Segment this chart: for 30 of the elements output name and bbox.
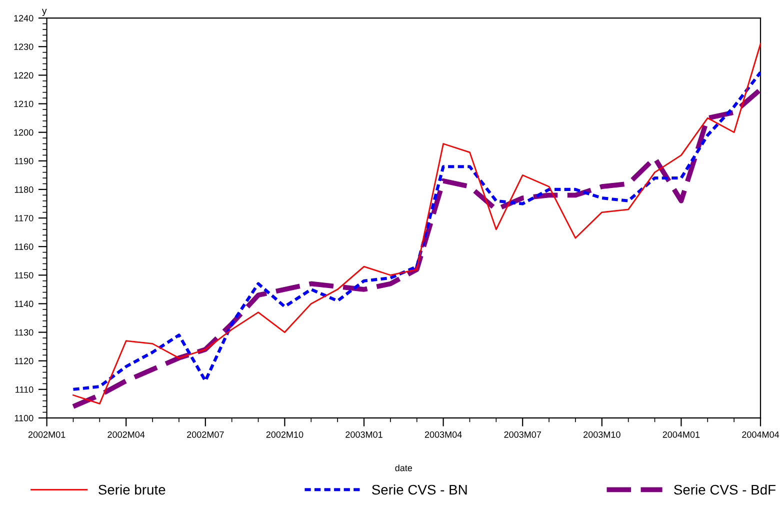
y-tick-label: 1170 bbox=[14, 214, 34, 222]
y-tick-label: 1190 bbox=[14, 158, 34, 164]
y-tick-label: 1220 bbox=[14, 72, 34, 79]
x-tick-label: 2003M10 bbox=[584, 431, 620, 438]
y-tick-label: 1100 bbox=[14, 414, 34, 422]
x-tick-label: 2002M10 bbox=[266, 431, 304, 438]
y-tick-label: 1230 bbox=[14, 44, 34, 50]
y-tick-label: 1140 bbox=[14, 300, 34, 308]
y-tick-label: 1240 bbox=[14, 15, 34, 22]
legend-label: Serie brute bbox=[98, 484, 166, 495]
x-tick-label: 2004M01 bbox=[662, 431, 700, 438]
x-axis-title: date bbox=[395, 464, 412, 472]
x-tick-label: 2003M01 bbox=[346, 431, 382, 438]
y-axis-title: y bbox=[42, 8, 47, 16]
y-tick-label: 1130 bbox=[14, 329, 34, 336]
y-tick-label: 1120 bbox=[14, 358, 34, 364]
x-tick-label: 2003M07 bbox=[504, 431, 541, 438]
y-tick-label: 1200 bbox=[14, 129, 34, 136]
y-tick-label: 1110 bbox=[16, 386, 34, 393]
x-tick-label: 2002M07 bbox=[187, 431, 224, 438]
legend-label: Serie CVS - BdF bbox=[674, 484, 776, 495]
x-tick-label: 2003M04 bbox=[424, 431, 462, 438]
y-tick-label: 1180 bbox=[14, 186, 34, 193]
y-tick-label: 1150 bbox=[14, 272, 34, 278]
x-tick-label: 2002M04 bbox=[108, 431, 145, 438]
x-tick-label: 2004M04 bbox=[742, 431, 780, 438]
y-tick-label: 1160 bbox=[14, 244, 34, 250]
legend-label: Serie CVS - BN bbox=[372, 484, 467, 495]
y-tick-label: 1210 bbox=[14, 100, 34, 108]
x-tick-label: 2002M01 bbox=[28, 431, 66, 438]
